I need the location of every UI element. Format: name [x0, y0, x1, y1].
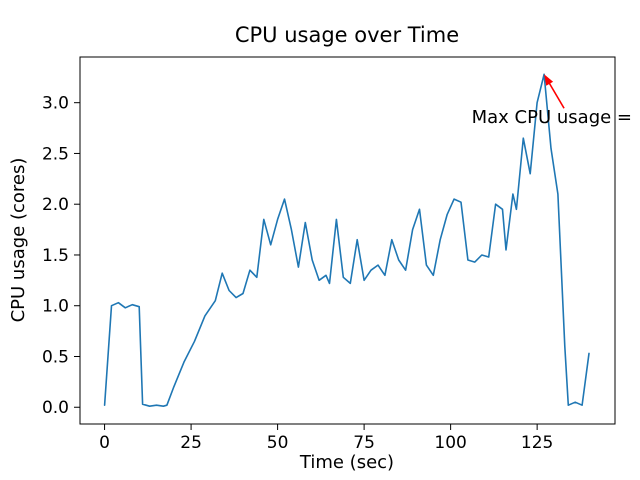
y-tick-label: 2.5 [42, 144, 69, 164]
x-tick-label: 50 [267, 433, 289, 453]
x-axis-label: Time (sec) [299, 452, 394, 473]
y-tick-label: 1.0 [42, 297, 69, 317]
y-tick-label: 1.5 [42, 246, 69, 266]
max-cpu-annotation-text: Max CPU usage = [472, 107, 632, 128]
max-arrow-head [544, 74, 554, 86]
y-axis-label: CPU usage (cores) [8, 158, 29, 323]
cpu-usage-line [103, 73, 590, 408]
y-tick-label: 0.0 [42, 398, 69, 418]
x-tick-label: 75 [353, 433, 375, 453]
axes-spines [79, 56, 616, 425]
x-tick-label: 100 [434, 433, 466, 453]
plot-area: 0 25 50 75 100 125 0.0 0.5 1.0 1.5 2.0 2.5 3.0 [42, 56, 616, 453]
max-arrow-shaft [547, 81, 565, 109]
x-tick-label: 125 [521, 433, 553, 453]
x-tick-label: 0 [99, 433, 110, 453]
y-tick-label: 0.5 [42, 347, 69, 367]
x-tick-label: 25 [180, 433, 202, 453]
y-tick-label: 3.0 [42, 94, 69, 114]
chart-title: CPU usage over Time [235, 23, 459, 47]
y-tick-label: 2.0 [42, 195, 69, 215]
